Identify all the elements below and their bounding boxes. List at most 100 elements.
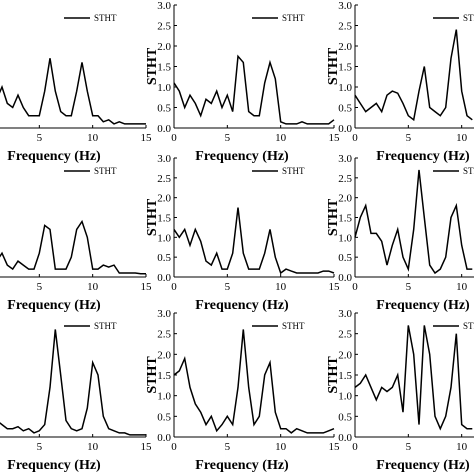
x-tick-label: 5 (406, 441, 412, 453)
y-tick-label: 0.5 (157, 411, 171, 423)
y-tick-label: 1.0 (157, 232, 171, 244)
x-tick-label: 5 (225, 132, 231, 144)
x-axis-label: Frequency (Hz) (7, 298, 101, 313)
y-tick-label: 0.0 (157, 123, 171, 135)
x-tick-label: 5 (37, 441, 43, 453)
x-tick-label: 10 (275, 281, 287, 293)
x-axis-label: Frequency (Hz) (376, 298, 470, 313)
y-tick-label: 3.0 (157, 308, 171, 320)
legend-label: STHT (463, 13, 474, 23)
y-tick-label: 2.5 (157, 329, 171, 341)
y-tick-label: 0.0 (338, 272, 352, 284)
y-tick-label: 2.5 (157, 173, 171, 185)
x-tick-label: 10 (275, 441, 287, 453)
y-tick-label: 1.0 (338, 82, 352, 94)
x-tick-label: 0 (171, 281, 177, 293)
x-axis-label: Frequency (Hz) (7, 458, 101, 473)
data-line (354, 325, 473, 431)
y-tick-label: 1.0 (157, 391, 171, 403)
x-tick-label: 10 (87, 132, 99, 144)
x-axis-label: Frequency (Hz) (195, 298, 289, 313)
y-tick-label: 0.5 (338, 103, 352, 115)
y-tick-label: 0.0 (157, 432, 171, 444)
x-tick-label: 5 (225, 441, 231, 453)
x-tick-label: 0 (352, 132, 358, 144)
data-line (354, 169, 473, 275)
y-axis-label: STHT (326, 47, 341, 85)
y-tick-label: 1.0 (338, 391, 352, 403)
y-tick-label: 1.5 (157, 213, 171, 225)
x-tick-label: 5 (406, 132, 412, 144)
x-tick-label: 15 (141, 281, 153, 293)
legend-label: STHT (94, 13, 117, 23)
x-tick-label: 5 (37, 132, 43, 144)
x-tick-label: 5 (225, 281, 231, 293)
y-tick-label: 1.0 (157, 82, 171, 94)
legend-label: STHT (94, 321, 117, 331)
y-tick-label: 3.0 (338, 153, 352, 165)
y-tick-label: 1.5 (157, 62, 171, 74)
x-tick-label: 0 (171, 132, 177, 144)
data-line (0, 219, 146, 275)
y-tick-label: 2.0 (157, 349, 171, 361)
legend-label: STHT (94, 166, 117, 176)
y-axis-label: STHT (145, 198, 160, 236)
x-tick-label: 10 (456, 281, 468, 293)
legend-label: STHT (463, 321, 474, 331)
y-tick-label: 2.5 (338, 329, 352, 341)
y-tick-label: 2.5 (338, 21, 352, 33)
legend-label: STHT (282, 166, 305, 176)
x-tick-label: 10 (456, 132, 468, 144)
y-axis-label: STHT (145, 356, 160, 394)
y-tick-label: 1.5 (157, 370, 171, 382)
y-tick-label: 3.0 (338, 0, 352, 12)
data-line (0, 58, 146, 125)
y-tick-label: 3.0 (338, 308, 352, 320)
x-tick-label: 10 (456, 441, 468, 453)
x-tick-label: 15 (329, 441, 341, 453)
y-tick-label: 3.0 (157, 0, 171, 12)
x-tick-label: 10 (87, 281, 99, 293)
x-axis-label: Frequency (Hz) (376, 458, 470, 473)
x-tick-label: 5 (406, 281, 412, 293)
data-line (173, 54, 335, 125)
data-line (354, 29, 473, 122)
y-tick-label: 2.0 (338, 41, 352, 53)
y-tick-label: 1.5 (338, 370, 352, 382)
y-tick-label: 0.0 (157, 272, 171, 284)
y-tick-label: 0.0 (338, 432, 352, 444)
legend-label: STHT (282, 13, 305, 23)
y-tick-label: 2.0 (157, 41, 171, 53)
x-axis-label: Frequency (Hz) (7, 149, 101, 164)
y-axis-label: STHT (326, 356, 341, 394)
data-line (173, 329, 335, 434)
x-axis-label: Frequency (Hz) (195, 458, 289, 473)
y-tick-label: 3.0 (157, 153, 171, 165)
x-axis-label: Frequency (Hz) (376, 149, 470, 164)
x-tick-label: 15 (141, 441, 153, 453)
data-line (173, 207, 335, 275)
y-axis-label: STHT (326, 198, 341, 236)
y-tick-label: 2.5 (157, 21, 171, 33)
y-tick-label: 2.0 (338, 193, 352, 205)
x-tick-label: 0 (171, 441, 177, 453)
data-line (0, 329, 146, 436)
legend-label: STHT (282, 321, 305, 331)
y-tick-label: 0.5 (338, 252, 352, 264)
x-tick-label: 10 (275, 132, 287, 144)
y-tick-label: 1.0 (338, 232, 352, 244)
y-tick-label: 2.5 (338, 173, 352, 185)
y-tick-label: 0.5 (157, 103, 171, 115)
x-tick-label: 0 (352, 441, 358, 453)
x-tick-label: 15 (141, 132, 153, 144)
y-tick-label: 2.0 (338, 349, 352, 361)
x-tick-label: 10 (87, 441, 99, 453)
y-tick-label: 0.0 (338, 123, 352, 135)
x-axis-label: Frequency (Hz) (195, 149, 289, 164)
x-tick-label: 0 (352, 281, 358, 293)
y-tick-label: 0.5 (338, 411, 352, 423)
x-tick-label: 15 (329, 132, 341, 144)
y-tick-label: 0.5 (157, 252, 171, 264)
x-tick-label: 15 (329, 281, 341, 293)
